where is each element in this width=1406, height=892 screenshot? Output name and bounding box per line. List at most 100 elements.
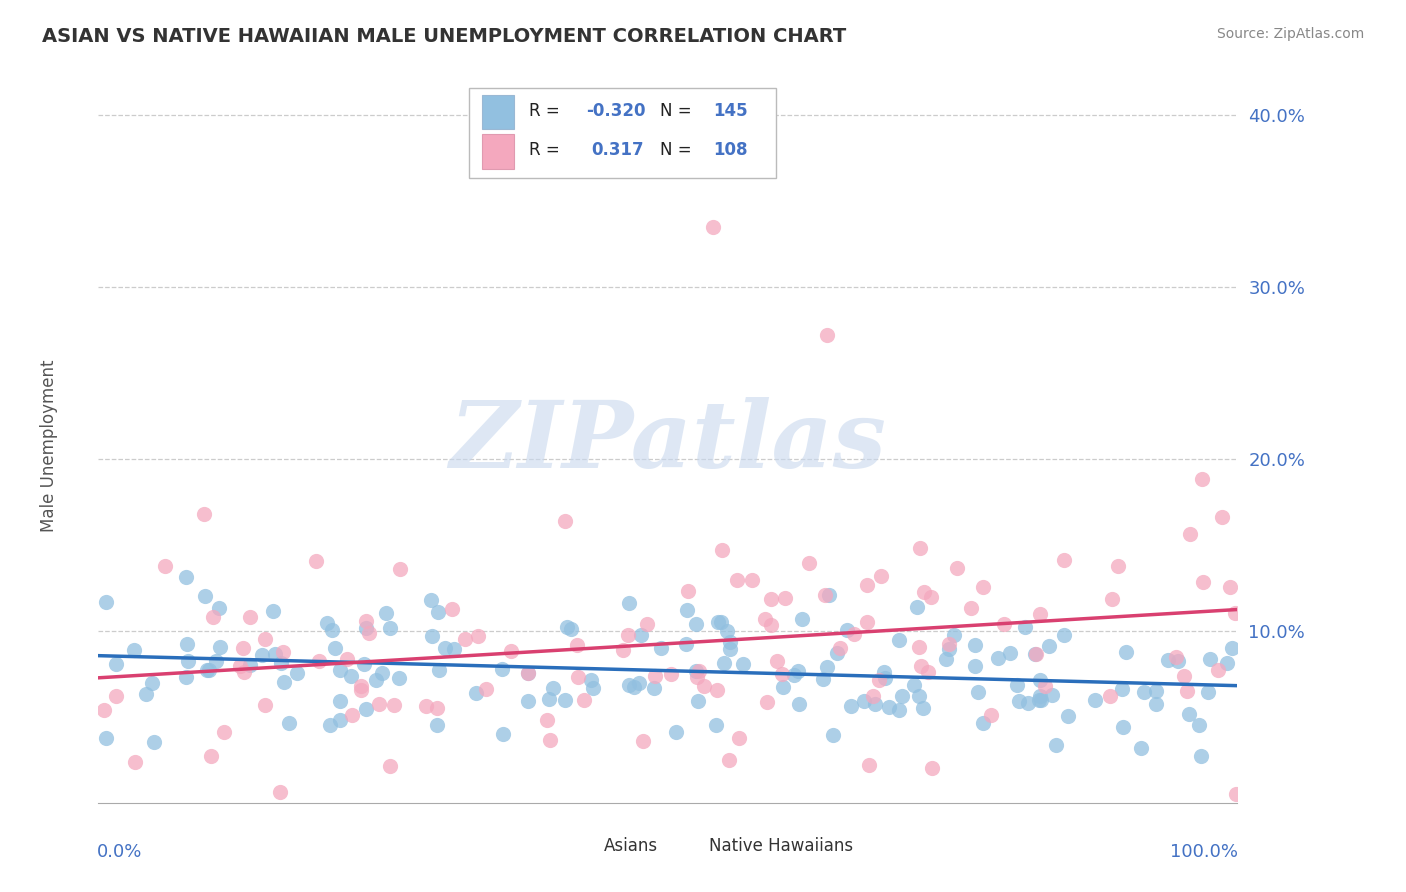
Point <box>105 657 128 671</box>
Point <box>321 623 343 637</box>
Point <box>1206 663 1229 677</box>
Point <box>946 561 969 575</box>
Point <box>565 638 588 652</box>
Point <box>262 604 284 618</box>
Point <box>212 724 235 739</box>
Point <box>342 708 364 723</box>
Point <box>910 659 932 673</box>
Text: ZIPatlas: ZIPatlas <box>450 397 886 486</box>
Point <box>1215 656 1237 670</box>
Point <box>702 219 724 234</box>
Point <box>1111 681 1133 696</box>
Point <box>1211 509 1233 524</box>
Point <box>1188 718 1211 732</box>
Point <box>855 578 877 592</box>
Point <box>426 718 449 732</box>
Point <box>96 595 118 609</box>
Point <box>797 556 820 570</box>
Point <box>938 641 960 656</box>
Point <box>987 651 1010 665</box>
Point <box>1024 647 1046 661</box>
Point <box>1173 669 1195 683</box>
Point <box>787 697 810 711</box>
Point <box>786 665 808 679</box>
Point <box>1033 679 1056 693</box>
Point <box>554 692 576 706</box>
Point <box>1225 606 1247 620</box>
Point <box>980 708 1002 723</box>
Point <box>153 559 176 574</box>
Point <box>516 665 538 680</box>
Point <box>921 761 943 775</box>
Point <box>339 669 361 683</box>
Point <box>380 621 402 635</box>
Text: 100.0%: 100.0% <box>1170 843 1239 861</box>
Point <box>1029 607 1052 622</box>
Point <box>814 589 837 603</box>
Point <box>875 671 897 685</box>
Point <box>1098 689 1121 703</box>
Text: Asians: Asians <box>605 838 658 855</box>
Point <box>141 676 163 690</box>
Point <box>1014 620 1036 634</box>
Point <box>643 681 665 696</box>
Point <box>239 658 262 673</box>
Point <box>269 785 291 799</box>
Point <box>454 632 477 647</box>
Point <box>676 583 699 598</box>
Bar <box>482 135 515 169</box>
Bar <box>575 835 599 857</box>
Point <box>675 637 697 651</box>
Point <box>628 676 651 690</box>
Point <box>567 670 589 684</box>
Point <box>356 621 378 635</box>
Point <box>1007 678 1029 692</box>
Point <box>1038 640 1060 654</box>
Point <box>908 689 931 703</box>
FancyBboxPatch shape <box>468 87 776 178</box>
Point <box>713 656 735 670</box>
Point <box>675 603 697 617</box>
Point <box>862 689 884 703</box>
Point <box>1084 692 1107 706</box>
Point <box>537 691 560 706</box>
Text: Source: ZipAtlas.com: Source: ZipAtlas.com <box>1216 27 1364 41</box>
Point <box>725 573 748 587</box>
Point <box>195 663 218 677</box>
Point <box>328 694 350 708</box>
Point <box>1101 591 1123 606</box>
Point <box>201 609 224 624</box>
Point <box>965 638 987 652</box>
Point <box>560 623 582 637</box>
Point <box>1025 648 1047 662</box>
Point <box>491 727 513 741</box>
Point <box>124 756 146 770</box>
Point <box>1115 645 1137 659</box>
Point <box>354 702 377 716</box>
Point <box>517 694 540 708</box>
Point <box>1107 559 1129 574</box>
Point <box>815 327 838 342</box>
Point <box>350 683 373 698</box>
Point <box>935 652 957 666</box>
Point <box>704 717 727 731</box>
Point <box>612 643 634 657</box>
Point <box>193 508 215 522</box>
Point <box>868 673 890 687</box>
Point <box>1028 693 1050 707</box>
Point <box>517 665 540 680</box>
Point <box>581 673 603 687</box>
Point <box>1053 553 1076 567</box>
Point <box>920 590 942 604</box>
Point <box>388 562 411 576</box>
Text: Native Hawaiians: Native Hawaiians <box>709 838 853 855</box>
Point <box>821 728 844 742</box>
Point <box>707 615 730 630</box>
Point <box>917 665 939 680</box>
Point <box>1191 472 1213 486</box>
Text: ASIAN VS NATIVE HAWAIIAN MALE UNEMPLOYMENT CORRELATION CHART: ASIAN VS NATIVE HAWAIIAN MALE UNEMPLOYME… <box>42 27 846 45</box>
Point <box>706 683 728 698</box>
Point <box>475 682 498 697</box>
Point <box>364 673 387 688</box>
Point <box>1144 684 1167 698</box>
